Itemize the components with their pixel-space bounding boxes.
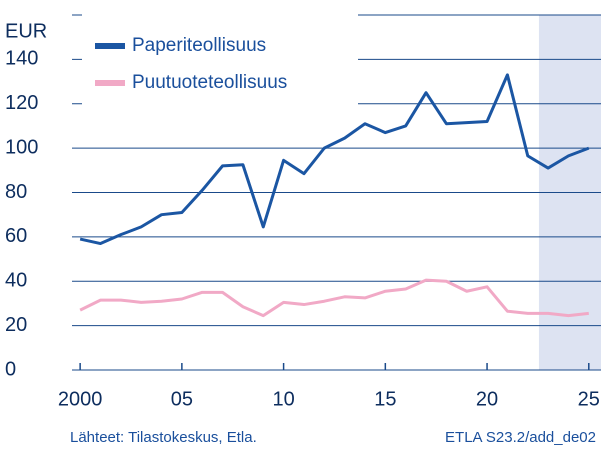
y-tick-label: 20 xyxy=(5,314,27,336)
chart-code: ETLA S23.2/add_de02 xyxy=(445,429,596,446)
y-tick-label: 140 xyxy=(5,48,38,70)
x-tick-label: 10 xyxy=(272,388,294,410)
legend-label: Paperiteollisuus xyxy=(132,35,266,56)
y-tick-label: 120 xyxy=(5,92,38,114)
y-tick-label: 60 xyxy=(5,225,27,247)
x-tick-label: 2000 xyxy=(58,388,103,410)
x-tick-label: 05 xyxy=(171,388,193,410)
source: Lähteet: Tilastokeskus, Etla. xyxy=(70,429,257,446)
x-tick-label: 20 xyxy=(476,388,498,410)
legend-background xyxy=(82,13,358,105)
y-tick-label: 0 xyxy=(5,358,16,380)
y-tick-label: 80 xyxy=(5,181,27,203)
series-line xyxy=(79,278,589,318)
y-tick-label: 100 xyxy=(5,136,38,158)
x-tick-label: 25 xyxy=(578,388,600,410)
y-axis-label: EUR xyxy=(5,20,47,42)
x-tick-label: 15 xyxy=(374,388,396,410)
y-tick-label: 40 xyxy=(5,270,27,292)
series-line xyxy=(79,73,590,246)
legend-label: Puutuoteteollisuus xyxy=(132,72,287,93)
